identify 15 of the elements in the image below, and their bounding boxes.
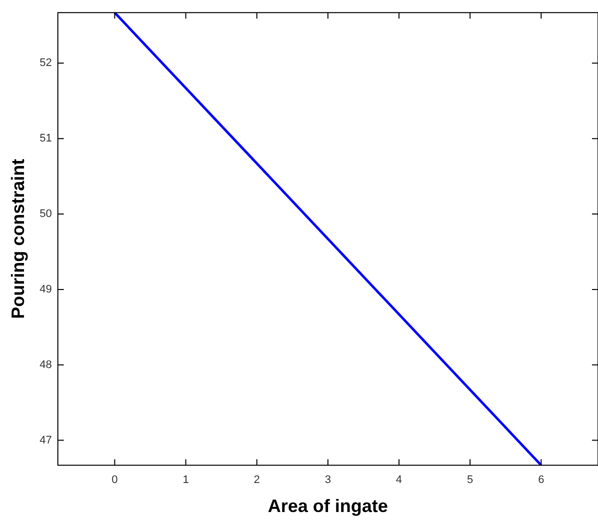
x-tick-label: 1 — [182, 474, 189, 486]
x-tick-label: 6 — [538, 474, 544, 486]
y-tick-label: 48 — [40, 358, 52, 371]
x-tick-label: 3 — [324, 474, 331, 486]
y-axis-title: Pouring constraint — [8, 158, 28, 319]
y-tick-label: 47 — [40, 434, 52, 446]
y-tick-label: 52 — [40, 57, 52, 70]
x-tick-label: 4 — [396, 474, 402, 486]
y-tick-label: 50 — [40, 208, 52, 220]
x-tick-label: 5 — [467, 474, 474, 486]
x-tick-label: 2 — [254, 474, 260, 486]
x-tick-label: 0 — [112, 474, 118, 486]
x-axis-title: Area of ingate — [268, 496, 388, 516]
y-tick-label: 51 — [40, 132, 52, 145]
y-tick-label: 49 — [40, 283, 52, 296]
